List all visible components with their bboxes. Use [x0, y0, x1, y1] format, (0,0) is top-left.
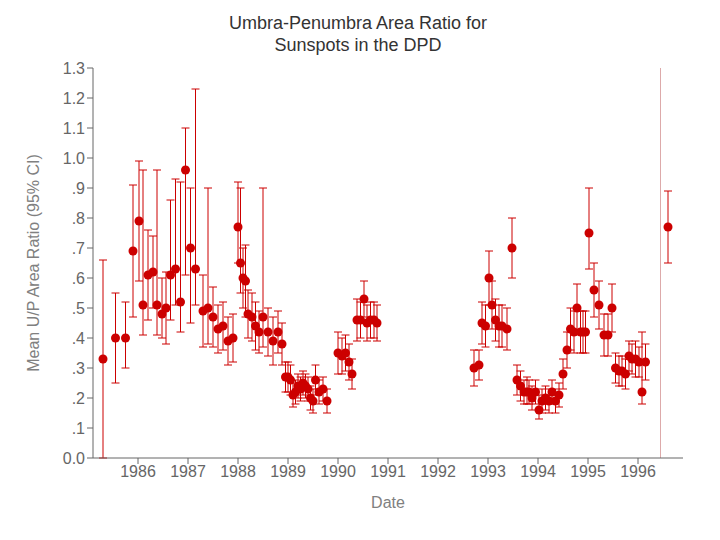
svg-text:1995: 1995: [570, 463, 606, 480]
svg-text:1.1: 1.1: [63, 120, 85, 137]
svg-text:.6: .6: [72, 270, 85, 287]
svg-text:1.3: 1.3: [63, 60, 85, 77]
svg-text:1989: 1989: [270, 463, 306, 480]
svg-text:1988: 1988: [220, 463, 256, 480]
svg-text:.8: .8: [72, 210, 85, 227]
svg-text:Date: Date: [371, 494, 405, 511]
svg-text:.7: .7: [72, 240, 85, 257]
svg-text:.1: .1: [72, 420, 85, 437]
svg-text:1987: 1987: [170, 463, 206, 480]
svg-text:1991: 1991: [370, 463, 406, 480]
svg-text:.4: .4: [72, 330, 85, 347]
svg-text:1996: 1996: [620, 463, 656, 480]
svg-text:1.0: 1.0: [63, 150, 85, 167]
svg-text:.9: .9: [72, 180, 85, 197]
svg-text:1.2: 1.2: [63, 90, 85, 107]
svg-text:.2: .2: [72, 390, 85, 407]
svg-text:1986: 1986: [120, 463, 156, 480]
svg-text:1990: 1990: [320, 463, 356, 480]
svg-text:1993: 1993: [470, 463, 506, 480]
svg-text:0.0: 0.0: [63, 450, 85, 467]
html-text:Umbra-Penumbra Area Ratio for: Umbra-Penumbra Area Ratio for Sunspots i…: [228, 13, 487, 55]
svg-text:.5: .5: [72, 300, 85, 317]
svg-text:1992: 1992: [420, 463, 456, 480]
svg-text:1994: 1994: [520, 463, 556, 480]
svg-text:.3: .3: [72, 360, 85, 377]
svg-text:Mean U/P Area Ratio (95% CI): Mean U/P Area Ratio (95% CI): [25, 154, 42, 372]
